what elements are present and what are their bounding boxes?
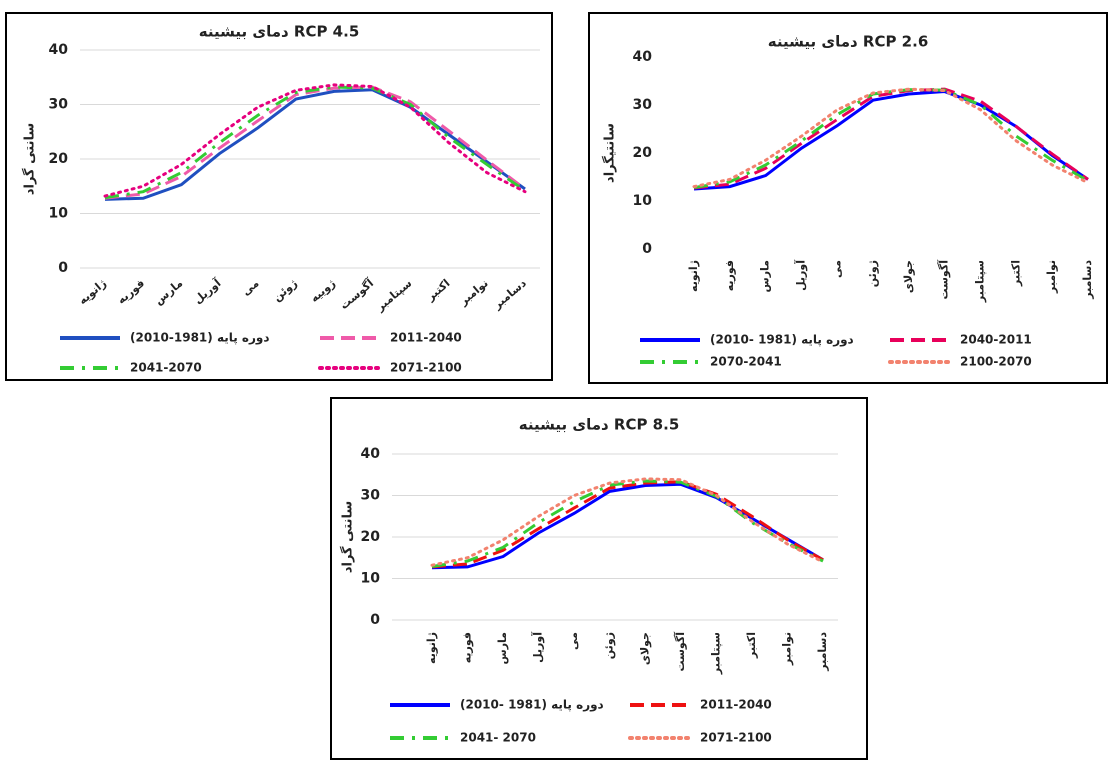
legend-label: دوره پایه (1981 -2010): [460, 698, 604, 713]
x-tick-label: آگوست: [937, 260, 951, 300]
series-line: [693, 88, 1089, 190]
x-tick-label: مارس: [496, 632, 509, 664]
x-tick-label: ژوئن: [866, 260, 879, 287]
series-line: [693, 87, 1089, 190]
legend-label: 2041-2070: [130, 361, 202, 375]
chart-title: دمای بیشینه RCP 4.5: [199, 23, 360, 41]
legend-label: دوره پایه (1981-2010): [130, 331, 270, 346]
series-line: [431, 479, 824, 568]
y-tick-label: 10: [49, 206, 69, 222]
chart-title: دمای بیشینه RCP 2.6: [768, 33, 929, 51]
y-tick-label: 20: [361, 529, 381, 545]
x-tick-label: سپتامبر: [974, 260, 987, 303]
x-tick-label: اکتبر: [745, 632, 758, 659]
x-tick-label: آوریل: [531, 632, 545, 663]
chart: دمای بیشینه RCP 8.5 0 10 20 30 40 سانتی گراد ژا…: [330, 397, 868, 760]
y-tick-label: 10: [633, 193, 653, 209]
legend-label: 2040-2011: [960, 333, 1032, 347]
y-tick-label: 0: [642, 241, 652, 257]
legend-label: 2011-2040: [700, 698, 772, 712]
x-tick-label: نوامبر: [780, 632, 793, 666]
y-tick-label: 30: [361, 488, 381, 504]
y-tick-label: 0: [370, 612, 380, 628]
x-tick-label: دسامبر: [816, 632, 829, 672]
y-tick-label: 20: [49, 151, 69, 167]
x-tick-label: ژانویه: [687, 260, 700, 292]
y-tick-label: 0: [58, 260, 68, 276]
x-tick-label: مارس: [759, 260, 772, 292]
y-tick-label: 30: [49, 97, 69, 113]
x-tick-label: اکتبر: [1009, 260, 1022, 287]
x-tick-label: می: [830, 260, 843, 278]
chart-frame: [588, 12, 1108, 384]
legend-label: دوره پایه (1981 -2010): [710, 333, 854, 348]
series-line: [103, 83, 527, 198]
legend-label: 2071-2100: [700, 731, 772, 745]
chart-frame: [5, 12, 553, 381]
series-line: [104, 85, 526, 200]
chart: دمای بیشینه RCP 2.6 0 10 20 30 40 سانتیگراد ژان…: [588, 12, 1108, 384]
series-line: [430, 477, 825, 567]
x-tick-label: سپتامبر: [709, 632, 722, 675]
x-tick-label: دسامبر: [1081, 260, 1094, 300]
y-tick-label: 30: [633, 97, 653, 113]
x-tick-label: می: [567, 632, 580, 650]
y-tick-label: 40: [49, 42, 69, 58]
series-line: [692, 87, 1090, 189]
x-tick-label: نوامبر: [1045, 260, 1058, 294]
series-line: [431, 480, 824, 569]
y-tick-label: 40: [633, 49, 653, 65]
legend-label: 2100-2070: [960, 355, 1032, 369]
y-tick-label: 40: [361, 446, 381, 462]
legend-label: 2011-2040: [390, 331, 462, 345]
legend-label: 2041- 2070: [460, 731, 536, 745]
x-tick-label: جولای: [638, 632, 651, 665]
x-tick-label: ژوئن: [603, 632, 616, 659]
series-line: [431, 482, 824, 570]
legend-label: 2070-2041: [710, 355, 782, 369]
y-tick-label: 10: [361, 571, 381, 587]
chart-title: دمای بیشینه RCP 8.5: [519, 416, 680, 434]
x-tick-label: ژانویه: [425, 632, 438, 664]
series-line: [104, 85, 526, 200]
y-axis-label: سانتی گراد: [22, 123, 38, 195]
x-tick-label: آگوست: [673, 632, 687, 672]
series-line: [104, 88, 526, 201]
y-axis-label: سانتی گراد: [340, 501, 356, 573]
legend-label: 2071-2100: [390, 361, 462, 375]
y-axis-label: سانتیگراد: [602, 123, 618, 183]
y-tick-label: 20: [633, 145, 653, 161]
x-tick-label: فوریه: [723, 260, 736, 291]
x-tick-label: آوریل: [793, 260, 807, 291]
x-tick-label: جولای: [902, 260, 915, 293]
x-tick-label: فوریه: [461, 632, 474, 663]
